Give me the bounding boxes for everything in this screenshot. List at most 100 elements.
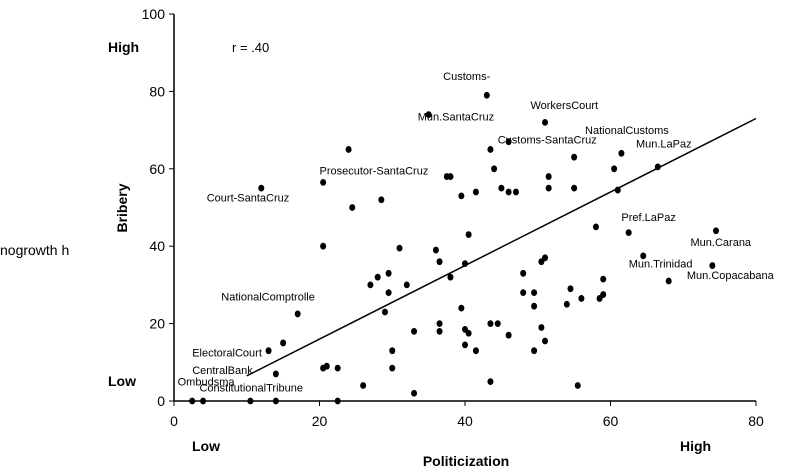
data-point xyxy=(487,146,494,153)
data-point xyxy=(389,347,396,355)
data-point xyxy=(436,320,443,327)
point-labels: Customs- Mun.SantaCruz WorkersCourt Customs… xyxy=(178,71,775,395)
point-label: NationalComptrolle xyxy=(221,291,315,303)
data-point xyxy=(571,184,578,192)
data-point xyxy=(367,281,374,289)
low-high-labels: High Low Low High xyxy=(108,39,711,454)
x-tick-label: 80 xyxy=(748,413,764,429)
data-point xyxy=(654,163,661,171)
data-point xyxy=(334,364,341,372)
data-point xyxy=(542,337,549,345)
data-point xyxy=(465,329,472,337)
data-point xyxy=(472,188,479,196)
point-label: Court-SantaCruz xyxy=(207,193,290,205)
data-point xyxy=(432,246,439,254)
plot-frame xyxy=(173,14,756,402)
y-tick-label: 40 xyxy=(149,238,165,254)
data-point xyxy=(360,382,367,389)
data-point xyxy=(531,289,538,297)
data-point xyxy=(280,339,287,347)
data-point xyxy=(447,273,454,281)
point-label: ConstitutionalTribune xyxy=(199,382,303,394)
data-point xyxy=(345,146,352,153)
data-point xyxy=(436,327,443,335)
point-label: Customs-SantaCruz xyxy=(498,135,597,147)
data-point xyxy=(381,308,388,316)
y-tick-label: 60 xyxy=(149,161,165,177)
clipped-left-text: nogrowth h xyxy=(0,242,69,258)
data-point xyxy=(272,397,279,405)
data-point xyxy=(200,397,207,405)
axis-titles: Politicization Bribery xyxy=(114,183,509,469)
data-point xyxy=(447,173,454,180)
data-point xyxy=(531,347,538,355)
data-point xyxy=(294,310,301,318)
data-point xyxy=(487,320,494,327)
data-point xyxy=(505,138,512,146)
data-point xyxy=(378,196,385,204)
data-point xyxy=(472,347,479,355)
correlation-annotation: r = .40 xyxy=(232,40,269,55)
data-point xyxy=(425,111,432,119)
plot-area xyxy=(174,14,756,401)
data-point xyxy=(600,275,607,283)
data-point xyxy=(320,364,327,372)
point-label: NationalCustoms xyxy=(585,125,669,137)
data-point xyxy=(320,178,327,186)
x-tick-label: 20 xyxy=(312,413,328,429)
axis-ticks: 0 20 40 60 80 100 0 20 40 60 80 xyxy=(142,6,764,429)
data-point xyxy=(462,260,468,268)
data-point xyxy=(483,91,490,99)
data-point xyxy=(614,186,621,194)
data-point xyxy=(349,204,356,211)
x-high-label: High xyxy=(680,438,711,454)
data-point xyxy=(542,118,549,126)
x-low-label: Low xyxy=(192,438,220,454)
data-point xyxy=(567,285,574,293)
data-point xyxy=(491,165,498,173)
data-point xyxy=(396,244,403,252)
x-tick-label: 0 xyxy=(170,413,178,429)
x-axis-title: Politicization xyxy=(423,453,509,469)
point-label: Mun.Trinidad xyxy=(629,258,693,270)
y-tick-label: 100 xyxy=(142,6,166,22)
data-point xyxy=(665,277,672,285)
data-point xyxy=(520,289,527,297)
data-point xyxy=(272,370,279,378)
annotations: r = .40 xyxy=(232,40,269,55)
points xyxy=(189,91,719,405)
data-point xyxy=(458,304,465,312)
data-point xyxy=(520,269,527,277)
data-point xyxy=(563,300,570,308)
x-tick-label: 40 xyxy=(457,413,473,429)
data-point xyxy=(189,397,196,405)
y-tick-label: 0 xyxy=(157,393,165,409)
data-point xyxy=(436,258,443,266)
data-point xyxy=(265,347,272,355)
point-label: Pref.LaPaz xyxy=(621,212,675,224)
data-point xyxy=(320,242,327,250)
data-point xyxy=(411,389,418,397)
data-point xyxy=(374,273,381,281)
data-point xyxy=(538,324,545,331)
trendline xyxy=(246,117,757,377)
data-point xyxy=(578,295,585,302)
point-label: Mun.Copacabana xyxy=(687,270,775,282)
data-point xyxy=(592,223,599,231)
point-label: Prosecutor-SantaCruz xyxy=(320,166,429,178)
data-point xyxy=(385,289,392,297)
data-point xyxy=(487,378,494,386)
data-point xyxy=(247,397,254,405)
data-point xyxy=(258,184,265,192)
data-point xyxy=(505,188,512,196)
data-point xyxy=(538,258,545,266)
point-label: Ombudsma xyxy=(178,377,236,389)
point-label: Customs- xyxy=(443,71,490,83)
point-label: ElectoralCourt xyxy=(192,347,262,359)
data-point xyxy=(458,192,465,200)
clipped-text: nogrowth h xyxy=(0,242,69,258)
x-tick-label: 60 xyxy=(603,413,619,429)
point-label: Mun.LaPaz xyxy=(636,139,692,151)
data-point xyxy=(498,184,505,192)
data-point xyxy=(531,302,538,310)
